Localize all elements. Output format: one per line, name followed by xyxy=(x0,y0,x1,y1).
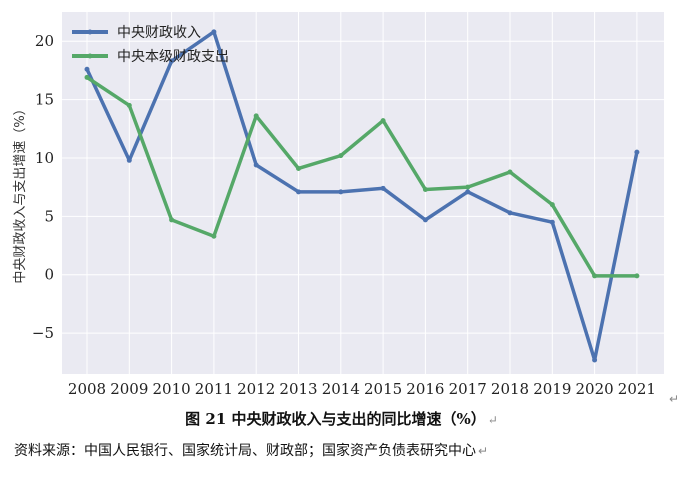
data-point xyxy=(507,169,513,175)
x-tick-label: 2008 xyxy=(68,380,106,398)
return-mark: ↵ xyxy=(478,444,489,458)
legend-label-revenue: 中央财政收入 xyxy=(117,25,201,41)
x-ticks: 2008 2009 2010 2011 2012 2013 2014 2015 2016 2017… xyxy=(68,380,656,398)
data-point xyxy=(592,273,598,279)
data-point xyxy=(296,189,301,195)
figure-caption: 图 21 中央财政收入与支出的同比增速（%） ↵ xyxy=(0,408,683,429)
y-tick-label: 0 xyxy=(44,266,54,284)
data-point xyxy=(634,149,640,155)
data-point xyxy=(126,102,132,108)
data-point xyxy=(549,202,555,208)
data-point xyxy=(507,210,513,216)
x-tick-label: 2018 xyxy=(491,380,529,398)
plot-area xyxy=(62,12,664,374)
legend-marker-expenditure xyxy=(87,53,93,59)
data-point xyxy=(380,118,386,124)
data-point xyxy=(634,273,640,279)
source-text: 资料来源：中国人民银行、国家统计局、财政部；国家资产负债表研究中心 xyxy=(14,443,476,459)
y-tick-label: 10 xyxy=(35,149,54,167)
x-tick-label: 2016 xyxy=(406,380,444,398)
data-point xyxy=(422,217,428,223)
data-point xyxy=(296,165,301,171)
legend-label-expenditure: 中央本级财政支出 xyxy=(117,49,229,65)
data-point xyxy=(253,113,259,119)
x-tick-label: 2019 xyxy=(533,380,571,398)
x-tick-label: 2009 xyxy=(110,380,148,398)
data-point xyxy=(84,66,90,72)
x-tick-label: 2020 xyxy=(576,380,614,398)
x-tick-label: 2013 xyxy=(279,380,317,398)
x-tick-label: 2015 xyxy=(364,380,402,398)
data-point xyxy=(169,217,175,223)
y-tick-label: 15 xyxy=(35,91,54,109)
data-point xyxy=(549,219,555,225)
x-tick-label: 2014 xyxy=(322,380,360,398)
legend-marker-revenue xyxy=(87,29,93,35)
series-lines xyxy=(84,29,640,363)
legend: 中央财政收入 中央本级财政支出 xyxy=(72,25,229,65)
y-tick-label: 20 xyxy=(35,32,54,50)
series-line-2 xyxy=(85,75,639,278)
x-tick-label: 2012 xyxy=(237,380,275,398)
data-point xyxy=(422,186,428,192)
x-tick-label: 2010 xyxy=(153,380,191,398)
caption-text: 图 21 中央财政收入与支出的同比增速（%） xyxy=(185,410,486,428)
series-line-1 xyxy=(85,30,639,362)
data-point xyxy=(211,29,217,35)
data-point xyxy=(338,153,344,159)
x-tick-label: 2011 xyxy=(195,380,233,398)
data-point xyxy=(592,357,598,363)
data-point xyxy=(338,189,344,195)
return-mark: ↵ xyxy=(669,392,680,406)
source-note: 资料来源：中国人民银行、国家统计局、财政部；国家资产负债表研究中心 ↵ xyxy=(14,440,488,460)
data-point xyxy=(380,185,386,191)
data-point xyxy=(126,157,132,163)
data-point xyxy=(465,189,471,195)
data-point xyxy=(169,58,175,64)
return-mark: ↵ xyxy=(487,413,498,427)
y-tick-label: −5 xyxy=(32,324,54,342)
y-axis-label: 中央财政收入与支出增速（%） xyxy=(13,102,28,283)
data-point xyxy=(465,184,471,190)
data-point xyxy=(253,162,259,168)
data-point xyxy=(84,74,90,80)
x-tick-label: 2017 xyxy=(449,380,487,398)
y-ticks: −5 0 5 10 15 20 xyxy=(32,32,54,342)
x-tick-label: 2021 xyxy=(618,380,656,398)
y-tick-label: 5 xyxy=(44,207,54,225)
data-point xyxy=(211,233,217,239)
